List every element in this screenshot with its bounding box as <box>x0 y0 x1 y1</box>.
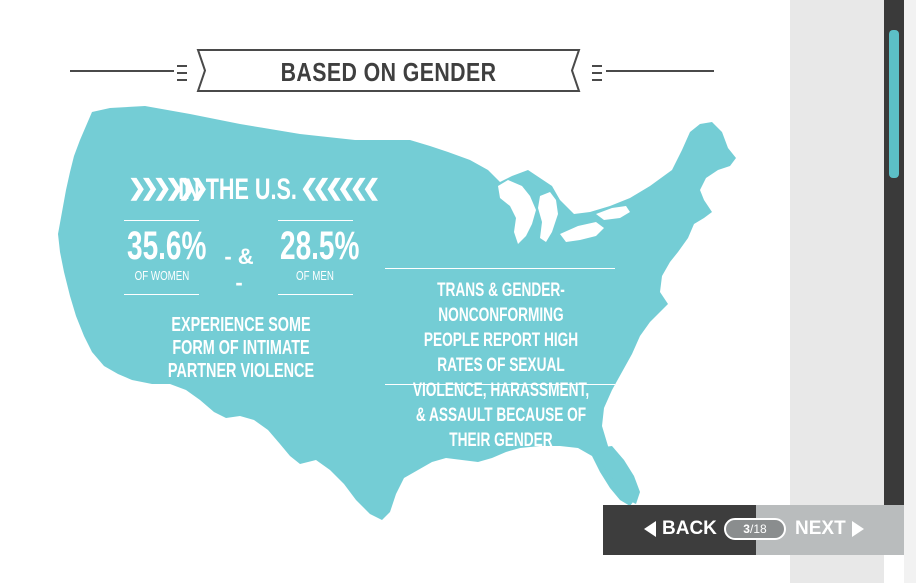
trans-description: TRANS & GENDER-NONCONFORMING PEOPLE REPO… <box>412 280 590 451</box>
side-panel <box>790 0 884 583</box>
women-stat-rule-bottom <box>124 294 199 295</box>
us-map <box>58 106 736 520</box>
back-button[interactable]: BACK <box>644 513 724 545</box>
banner-frame <box>196 49 581 92</box>
banner-title: BASED ON GENDER <box>280 57 497 87</box>
us-heading: IN THE U.S. <box>124 168 352 212</box>
women-stat-label: OF WOMEN <box>134 268 190 283</box>
ipv-description: EXPERIENCE SOME FORM OF INTIMATE PARTNER… <box>167 314 315 382</box>
page-separator: / <box>749 522 754 536</box>
banner-dash-right <box>592 72 602 74</box>
banner-dash-left <box>177 65 187 67</box>
banner-dash-left <box>177 79 187 81</box>
triangle-left-icon <box>644 521 656 537</box>
current-page: 3 <box>743 522 750 536</box>
women-stat-rule-top <box>124 220 199 221</box>
chevrons-right-icon: ❮❮❮❮❮❮ <box>300 175 381 200</box>
men-stat: 28.5% OF MEN <box>265 224 365 283</box>
banner-rule-right <box>606 70 714 72</box>
side-edge <box>904 0 916 583</box>
back-button-label: BACK <box>662 518 717 539</box>
women-stat: 35.6% OF WOMEN <box>112 224 212 283</box>
men-stat-rule-top <box>278 220 353 221</box>
chevrons-left-icon: ❯❯❯❯❯❯ <box>128 175 209 200</box>
scrollbar-thumb[interactable] <box>889 30 899 178</box>
stat-connector: - & - <box>224 244 254 295</box>
women-stat-value: 35.6% <box>127 224 207 268</box>
banner-rule-left <box>70 70 174 72</box>
trans-rule-top <box>385 268 615 269</box>
banner-dash-left <box>177 72 187 74</box>
total-pages: 18 <box>753 522 767 536</box>
men-stat-value: 28.5% <box>280 224 360 268</box>
next-button[interactable]: NEXT <box>795 513 875 545</box>
us-heading-text: IN THE U.S. <box>178 173 298 206</box>
trans-rule-bottom <box>385 384 615 385</box>
banner-dash-right <box>592 65 602 67</box>
men-stat-rule-bottom <box>278 294 353 295</box>
men-stat-label: OF MEN <box>296 268 334 283</box>
banner-dash-right <box>592 79 602 81</box>
page-indicator: 3/18 <box>724 518 786 540</box>
next-button-label: NEXT <box>795 518 846 539</box>
triangle-right-icon <box>851 521 864 537</box>
